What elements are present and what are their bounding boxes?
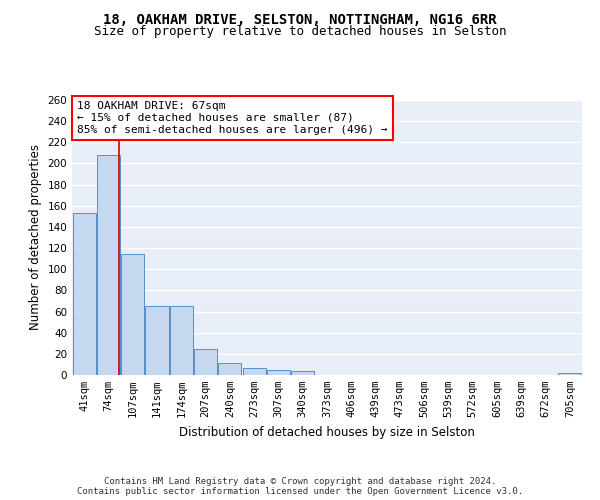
Text: 18 OAKHAM DRIVE: 67sqm
← 15% of detached houses are smaller (87)
85% of semi-det: 18 OAKHAM DRIVE: 67sqm ← 15% of detached… [77, 102, 388, 134]
Y-axis label: Number of detached properties: Number of detached properties [29, 144, 42, 330]
Bar [97, 155, 120, 375]
X-axis label: Distribution of detached houses by size in Selston: Distribution of detached houses by size … [179, 426, 475, 438]
Bar [194, 348, 217, 375]
Bar [73, 213, 95, 375]
Bar [267, 370, 290, 375]
Bar [218, 364, 241, 375]
Bar [291, 371, 314, 375]
Text: 18, OAKHAM DRIVE, SELSTON, NOTTINGHAM, NG16 6RR: 18, OAKHAM DRIVE, SELSTON, NOTTINGHAM, N… [103, 12, 497, 26]
Text: Contains HM Land Registry data © Crown copyright and database right 2024.: Contains HM Land Registry data © Crown c… [104, 477, 496, 486]
Text: Contains public sector information licensed under the Open Government Licence v3: Contains public sector information licen… [77, 487, 523, 496]
Bar [145, 306, 169, 375]
Bar [559, 373, 581, 375]
Bar [242, 368, 266, 375]
Bar [170, 306, 193, 375]
Bar [121, 254, 144, 375]
Text: Size of property relative to detached houses in Selston: Size of property relative to detached ho… [94, 25, 506, 38]
